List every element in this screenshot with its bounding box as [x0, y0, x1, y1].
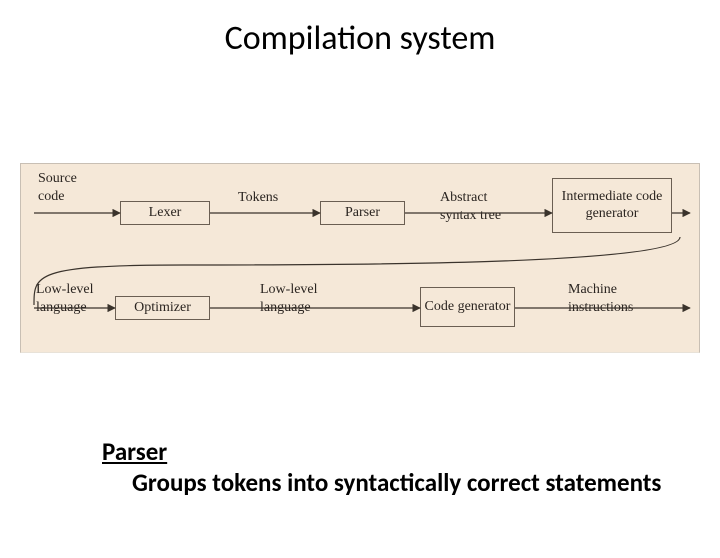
box-intermediate-code-generator: Intermediate code generator	[552, 178, 672, 233]
label-low-level-language-1: Low-levellanguage	[36, 281, 94, 316]
box-optimizer: Optimizer	[115, 296, 210, 320]
caption-definition: Groups tokens into syntactically correct…	[132, 467, 662, 498]
page-title: Compilation system	[0, 18, 720, 59]
label-machine-instructions: Machineinstructions	[568, 281, 633, 316]
label-tokens: Tokens	[238, 189, 278, 207]
box-lexer: Lexer	[120, 201, 210, 225]
label-low-level-language-2: Low-levellanguage	[260, 281, 318, 316]
box-parser: Parser	[320, 201, 405, 225]
caption: Parser Groups tokens into syntactically …	[102, 436, 662, 499]
caption-term: Parser	[102, 436, 167, 467]
box-code-generator: Code generator	[420, 287, 515, 327]
diagram: Sourcecode Tokens Abstractsyntax tree Lo…	[20, 163, 700, 353]
label-abstract-syntax-tree: Abstractsyntax tree	[440, 189, 501, 224]
label-source-code: Sourcecode	[38, 170, 77, 205]
